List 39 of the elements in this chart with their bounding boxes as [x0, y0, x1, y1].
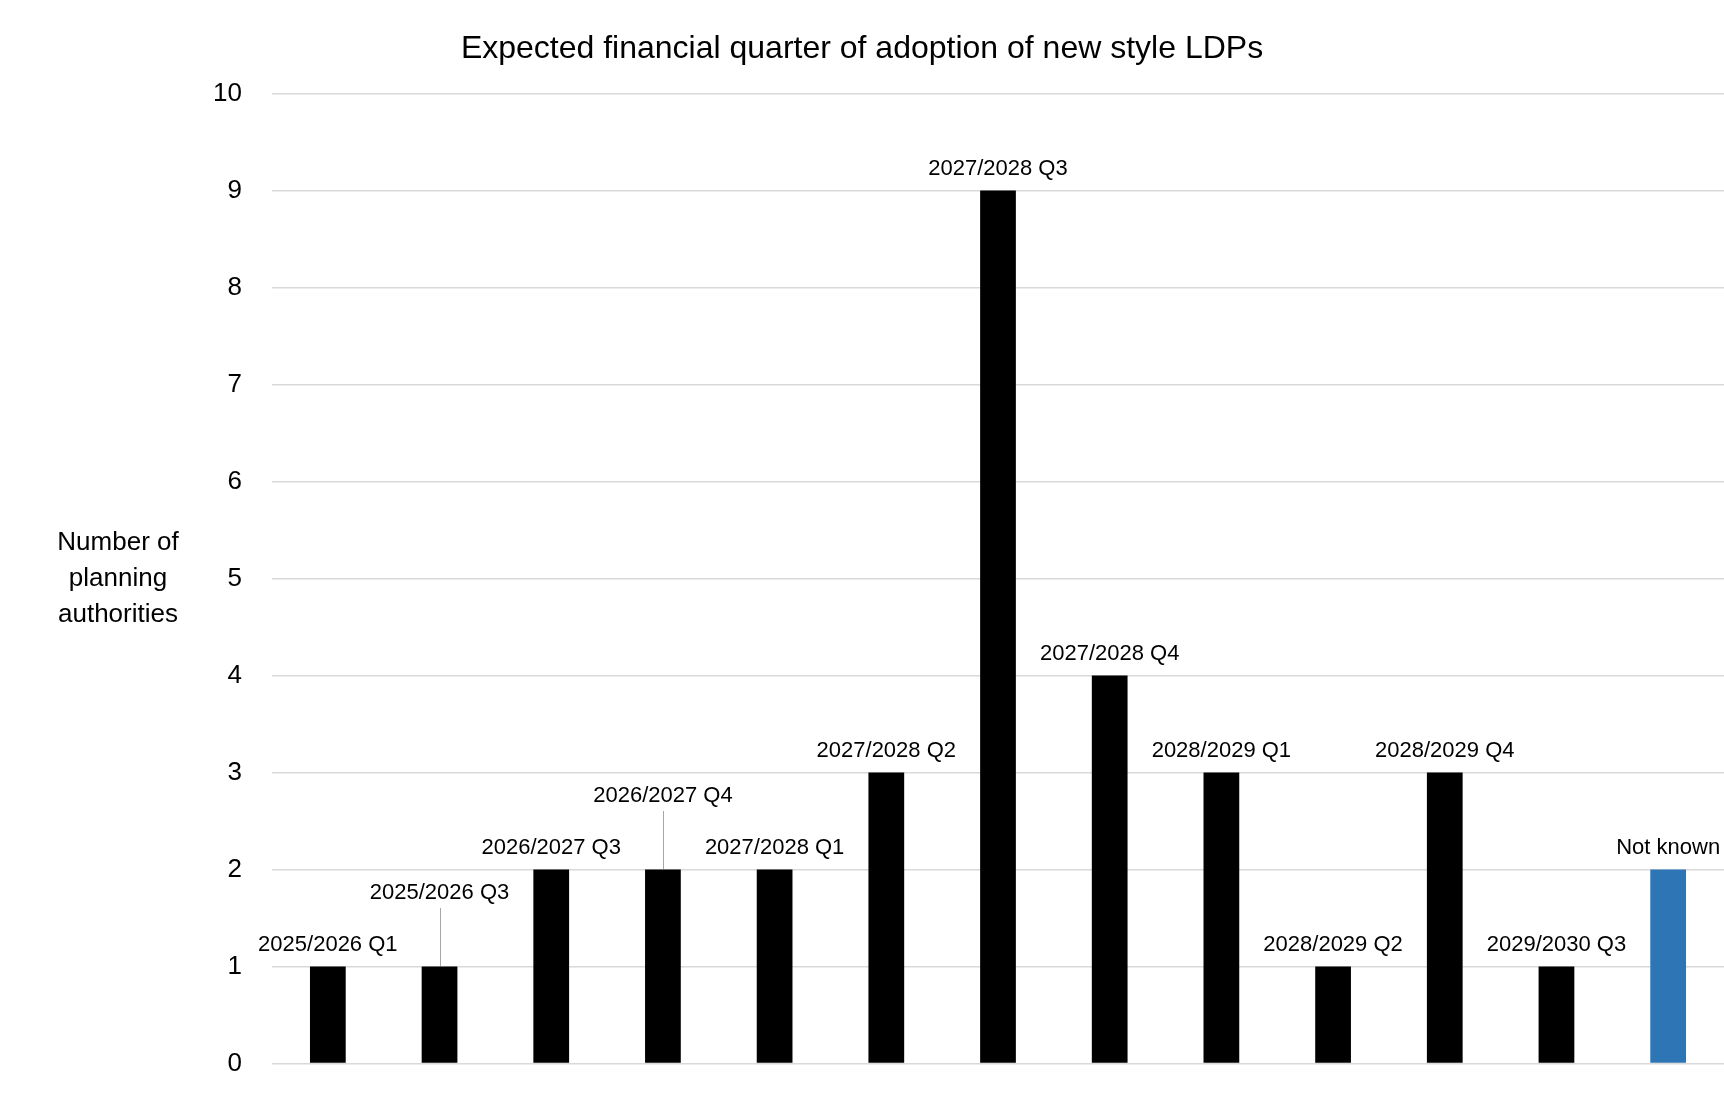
- x-tick-label: 2027/2028 Q3: [928, 155, 1068, 181]
- y-tick-label: 8: [227, 270, 242, 301]
- y-tick-label: 5: [227, 561, 242, 592]
- y-tick-label: 6: [227, 464, 242, 495]
- y-tick-label: 9: [227, 173, 242, 204]
- bar: [756, 869, 793, 1063]
- bar: [533, 869, 570, 1063]
- x-tick-label: 2026/2027 Q3: [481, 834, 621, 860]
- bar: [645, 869, 681, 1063]
- y-tick-label: 10: [213, 76, 242, 107]
- x-tick-label: 2027/2028 Q1: [704, 834, 845, 860]
- x-tick-label: 2029/2030 Q3: [1486, 931, 1627, 957]
- chart-title: Expected financial quarter of adoption of new style LDPs: [460, 29, 1264, 66]
- bar: [1203, 772, 1240, 1063]
- bar: [1426, 772, 1463, 1063]
- bar: [1538, 966, 1575, 1063]
- y-tick-label: 3: [227, 755, 242, 786]
- bar: [1091, 675, 1128, 1063]
- x-tick-label: 2028/2029 Q4: [1375, 737, 1515, 763]
- y-axis-title: Number of planning authorities: [57, 525, 180, 628]
- bar: [309, 966, 346, 1063]
- bar: [1650, 869, 1687, 1063]
- y-tick-label: 7: [227, 367, 242, 398]
- x-tick-label: 2027/2028 Q4: [1039, 640, 1180, 666]
- y-tick-label: 1: [227, 949, 242, 980]
- x-tick-label: 2025/2026 Q3: [369, 879, 510, 905]
- y-tick-label: 4: [227, 658, 242, 689]
- y-tick-label: 0: [227, 1046, 242, 1077]
- x-tick-label: Not known: [1616, 834, 1721, 860]
- x-tick-label: 2026/2027 Q4: [593, 782, 733, 808]
- bar: [868, 772, 905, 1063]
- bar: [1315, 966, 1351, 1063]
- bar: [421, 966, 458, 1063]
- y-tick-label: 2: [227, 852, 242, 883]
- x-tick-label: 2025/2026 Q1: [258, 931, 398, 957]
- bar: [980, 190, 1016, 1063]
- x-tick-label: 2027/2028 Q2: [816, 737, 957, 763]
- x-tick-label: 2028/2029 Q2: [1263, 931, 1403, 957]
- x-tick-label: 2028/2029 Q1: [1151, 737, 1292, 763]
